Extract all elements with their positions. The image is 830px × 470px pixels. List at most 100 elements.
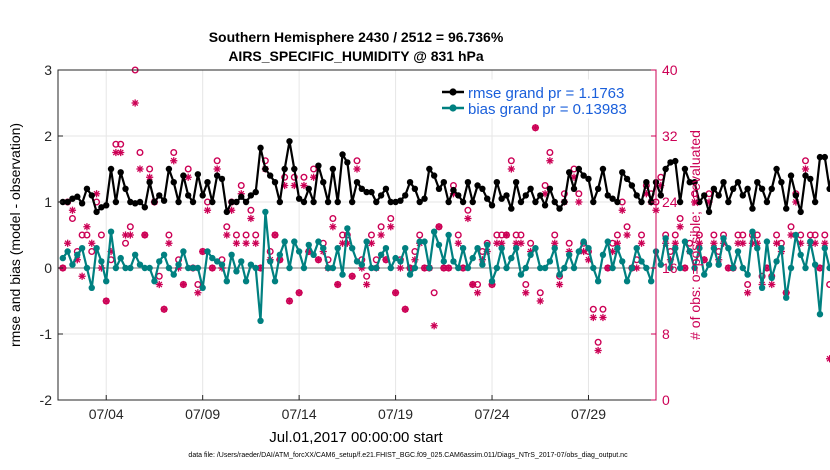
bias-point [479, 261, 486, 268]
obs-possible-marker [353, 157, 361, 165]
rmse-point [228, 198, 235, 206]
rmse-point [512, 179, 520, 186]
obs-possible-marker [83, 231, 91, 239]
bias-point [382, 245, 390, 252]
rmse-point [281, 165, 288, 173]
rmse-point [508, 205, 515, 212]
bias-point [763, 238, 771, 245]
obs-evaluated-marker [141, 231, 149, 239]
rmse-point [209, 198, 216, 206]
obs-evaluated-stroke-3 [363, 281, 370, 288]
obs-evaluated-marker [338, 239, 347, 247]
rmse-point [783, 205, 790, 212]
bias-point [797, 251, 804, 258]
rmse-point [493, 179, 501, 186]
bias-point [686, 248, 693, 255]
bias-point [469, 254, 476, 262]
obs-evaluated-stroke-3 [614, 240, 621, 247]
y-axis-left-label: rmse and bias (model - observation) [7, 123, 23, 347]
obs-possible-marker [126, 223, 134, 231]
obs-evaluated-stroke-3 [112, 149, 119, 156]
rmse-point [242, 198, 250, 206]
bias-point [720, 235, 727, 242]
obs-evaluated-stroke-3 [802, 165, 809, 173]
obs-evaluated-marker [396, 264, 405, 272]
y-left-tick-label-4: 2 [44, 128, 52, 144]
bias-point [710, 245, 718, 252]
obs-evaluated-marker [589, 313, 597, 322]
obs-possible-marker [97, 231, 105, 239]
bias-point [474, 245, 481, 252]
obs-evaluated-stroke-3 [296, 289, 303, 296]
rmse-point [315, 162, 322, 169]
bias-point [783, 294, 790, 301]
rmse-point [821, 153, 828, 161]
rmse-point [146, 179, 153, 186]
rmse-point [768, 185, 775, 192]
rmse-point [811, 198, 819, 206]
rmse-point [797, 208, 804, 216]
obs-evaluated-marker [64, 239, 72, 247]
rmse-point [807, 175, 814, 183]
bias-point [141, 264, 149, 272]
rmse-point [720, 179, 727, 186]
obs-evaluated-stroke-3 [551, 240, 558, 247]
bias-point [570, 264, 578, 272]
obs-possible-marker [493, 231, 501, 239]
obs-evaluated-stroke-3 [194, 289, 201, 296]
bias-point [402, 245, 409, 252]
obs-evaluated-stroke-3 [368, 240, 375, 247]
x-tick-label-3: 07/19 [378, 406, 413, 422]
rmse-point [170, 179, 177, 186]
obs-evaluated-stroke-3 [136, 165, 144, 173]
bias-point [758, 284, 766, 291]
rmse-point [310, 198, 317, 206]
bias-point [98, 258, 105, 265]
bias-point [406, 271, 414, 278]
bias-point [320, 245, 327, 252]
bias-point [580, 238, 587, 245]
bias-point [194, 264, 202, 272]
obs-evaluated-marker [88, 239, 96, 247]
bias-point [594, 278, 602, 285]
obs-evaluated-stroke-3 [532, 124, 539, 131]
obs-evaluated-stroke-3 [734, 240, 742, 247]
obs-evaluated-stroke-3 [161, 306, 168, 313]
rmse-point [676, 198, 684, 206]
obs-evaluated-marker [512, 239, 520, 247]
rmse-point [257, 144, 264, 152]
y-left-tick-label-0: -2 [40, 392, 53, 408]
obs-possible-marker [78, 231, 86, 239]
obs-evaluated-stroke-3 [378, 231, 385, 239]
obs-evaluated-stroke-3 [677, 223, 684, 230]
obs-evaluated-marker [329, 223, 337, 231]
bias-point [807, 238, 814, 245]
obs-possible-marker [638, 231, 646, 239]
obs-possible-marker [744, 281, 752, 289]
rmse-point [295, 195, 303, 202]
obs-possible-marker [541, 181, 549, 189]
bias-point [787, 264, 795, 272]
obs-possible-marker [546, 148, 554, 156]
rmse-point [517, 198, 525, 206]
obs-evaluated-marker [801, 165, 810, 173]
obs-evaluated-marker [194, 289, 202, 297]
bias-point [744, 271, 751, 278]
bias-point [691, 264, 698, 272]
obs-possible-marker [507, 157, 515, 165]
rmse-point [103, 202, 110, 209]
bias-point [551, 245, 558, 252]
bias-point [281, 238, 288, 245]
bias-point [209, 254, 216, 262]
obs-possible-marker [237, 181, 245, 189]
obs-evaluated-stroke-3 [498, 240, 505, 247]
bias-point [348, 245, 356, 252]
bias-point [561, 264, 568, 272]
bias-point [541, 264, 549, 272]
bias-point [667, 264, 674, 272]
rmse-point [397, 197, 404, 204]
bias-point [647, 278, 655, 285]
bias-point [392, 254, 399, 262]
bias-point [503, 264, 510, 272]
rmse-point [792, 192, 800, 199]
